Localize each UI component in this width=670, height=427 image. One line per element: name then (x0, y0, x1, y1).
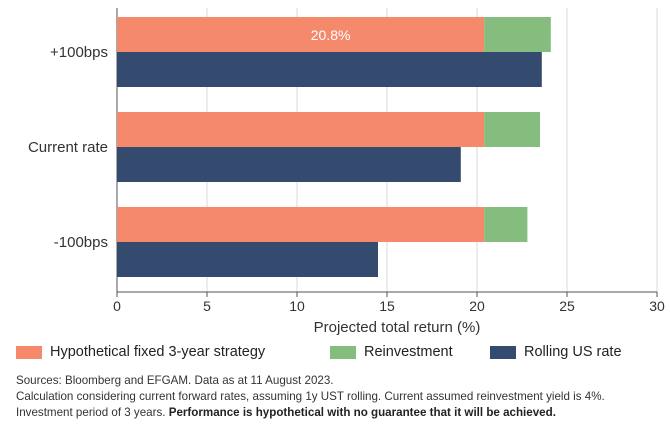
category-label-0: +100bps (50, 44, 108, 61)
x-axis-title: Projected total return (%) (314, 319, 481, 336)
tick-label-x-25: 25 (559, 298, 575, 314)
bar-rolling-rate-0 (117, 52, 542, 87)
legend-swatch-rolling-rate (490, 345, 516, 359)
tick-label-x-30: 30 (649, 298, 665, 314)
tick-label-x-10: 10 (289, 298, 305, 314)
legend-item-reinvestment: Reinvestment (330, 344, 453, 360)
bar-reinvestment-2 (484, 207, 528, 242)
legend-swatch-reinvestment (330, 345, 356, 359)
footer-calculation: Calculation considering current forward … (16, 390, 605, 403)
legend-label-fixed-strategy: Hypothetical fixed 3-year strategy (50, 344, 266, 360)
bar-rolling-rate-1 (117, 147, 461, 182)
tick-label-x-5: 5 (203, 298, 211, 314)
tick-label-x-15: 15 (379, 298, 395, 314)
footer-disclaimer: Performance is hypothetical with no guar… (168, 406, 556, 419)
data-label-fixed-strategy-0: 20.8% (311, 27, 351, 43)
legend-label-reinvestment: Reinvestment (364, 344, 453, 360)
bar-fixed-strategy-2 (117, 207, 485, 242)
bar-chart: 0 5 10 15 20 25 30 Projected total return (%) +1… (28, 8, 665, 336)
footer-period-text: Investment period of 3 years. (16, 406, 169, 419)
bar-fixed-strategy-0 (117, 17, 485, 52)
tick-label-x-0: 0 (113, 298, 121, 314)
legend-item-rolling-rate: Rolling US rate (490, 344, 622, 360)
bar-fixed-strategy-1 (117, 112, 485, 147)
legend: Hypothetical fixed 3-year strategy Reinv… (16, 344, 666, 364)
footer-sources: Sources: Bloomberg and EFGAM. Data as at… (16, 374, 334, 387)
category-label-2: -100bps (54, 234, 108, 251)
labels: 0 5 10 15 20 25 30 Projected total return (%) +1… (28, 27, 665, 336)
bar-reinvestment-0 (484, 17, 551, 52)
tick-label-x-20: 20 (469, 298, 485, 314)
legend-label-rolling-rate: Rolling US rate (524, 344, 622, 360)
bars (117, 17, 551, 277)
footer-period: Investment period of 3 years. Performanc… (16, 405, 666, 421)
bar-rolling-rate-2 (117, 242, 378, 277)
category-label-1: Current rate (28, 139, 108, 156)
legend-swatch-fixed-strategy (16, 345, 42, 359)
footer-notes: Sources: Bloomberg and EFGAM. Data as at… (16, 373, 666, 421)
bar-reinvestment-1 (484, 112, 540, 147)
legend-item-fixed-strategy: Hypothetical fixed 3-year strategy (16, 344, 265, 360)
